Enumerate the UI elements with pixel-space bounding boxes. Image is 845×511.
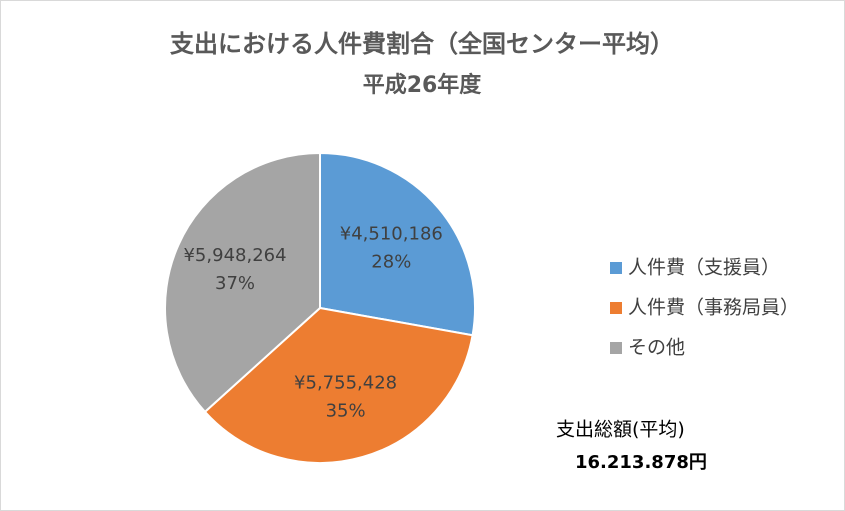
legend-swatch — [610, 342, 622, 354]
legend-label: 人件費（支援員） — [628, 257, 780, 279]
pie-slice — [164, 151, 321, 414]
percent-label: 35% — [326, 400, 366, 421]
total-caption: 支出総額(平均) — [556, 419, 685, 441]
percent-label: 37% — [215, 273, 255, 294]
legend-label: 人件費（事務局員） — [628, 297, 799, 319]
legend-swatch — [610, 262, 622, 274]
legend-swatch — [610, 302, 622, 314]
pie-slice — [319, 151, 476, 337]
value-label: ¥4,510,186 — [340, 223, 443, 244]
value-label: ¥5,948,264 — [183, 245, 286, 266]
percent-label: 28% — [371, 251, 411, 272]
chart-title: 支出における人件費割合（全国センター平均） — [170, 30, 674, 58]
chart-subtitle: 平成26年度 — [363, 72, 483, 98]
pie-slice — [203, 306, 474, 464]
total-value: 16.213.878円 — [575, 452, 707, 473]
legend-label: その他 — [628, 337, 685, 359]
value-label: ¥5,755,428 — [294, 372, 397, 393]
